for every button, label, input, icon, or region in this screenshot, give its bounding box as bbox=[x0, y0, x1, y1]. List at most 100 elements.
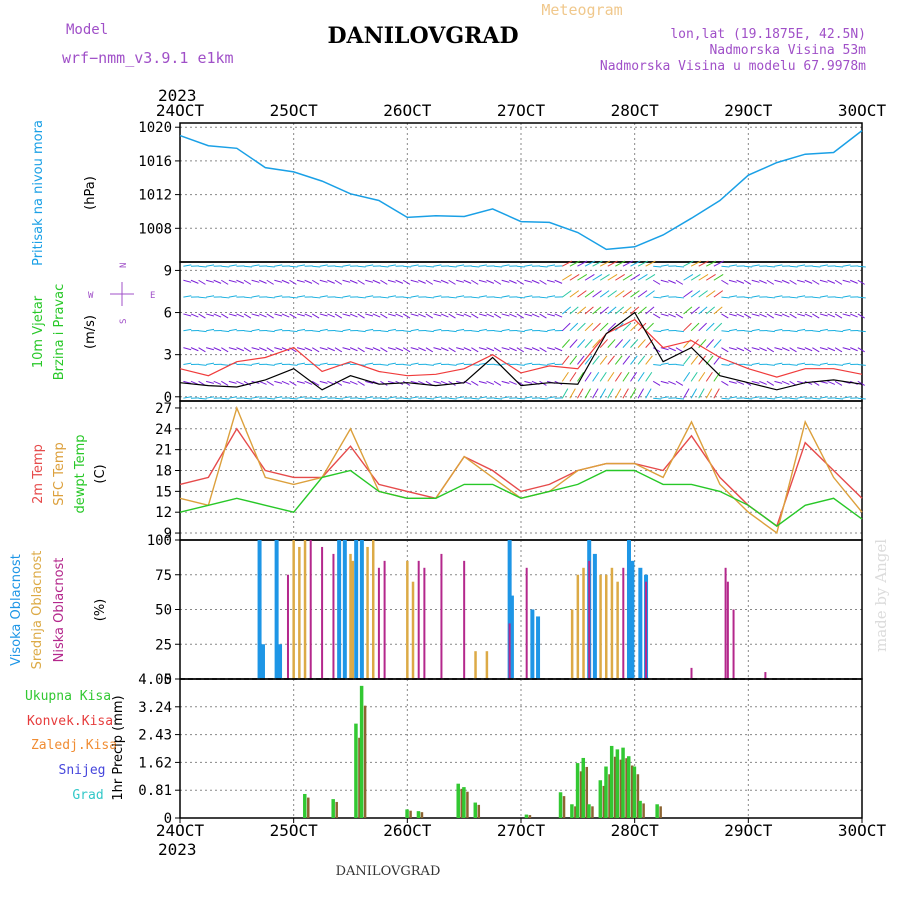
wind-barb bbox=[456, 396, 465, 399]
cloud-low-bar bbox=[463, 560, 466, 679]
cloud-ytick-label: 25 bbox=[155, 637, 172, 653]
wind-barb bbox=[365, 328, 374, 332]
wind-barb bbox=[653, 397, 662, 400]
cloud-mid-bar bbox=[576, 574, 580, 679]
cloud-mid-bar bbox=[605, 574, 608, 679]
wind-barb bbox=[524, 347, 533, 351]
wind-barb bbox=[819, 396, 828, 399]
wind-barb bbox=[493, 380, 502, 386]
wind-barb bbox=[311, 279, 320, 285]
wind-barb bbox=[251, 396, 260, 399]
wind-barb bbox=[592, 260, 603, 267]
wind-barb bbox=[728, 347, 737, 351]
wind-barb bbox=[433, 380, 442, 384]
precip-ytick-label: 3.24 bbox=[138, 700, 172, 716]
temp-ytick-label: 15 bbox=[155, 484, 172, 500]
cloud-high-bar bbox=[507, 540, 512, 679]
year-top: 2023 bbox=[158, 86, 197, 105]
cloud-low-bar bbox=[377, 567, 380, 679]
wind-barb bbox=[334, 279, 343, 285]
wind-barb bbox=[584, 290, 595, 298]
precip-bar bbox=[575, 763, 580, 818]
wind-barb bbox=[319, 313, 328, 317]
wind-barb bbox=[645, 290, 655, 298]
wind-barb bbox=[660, 295, 669, 298]
wind-barb bbox=[637, 355, 646, 365]
precip-ytick-label: 0 bbox=[164, 811, 172, 827]
wind-barb bbox=[728, 396, 737, 399]
watermark: made by Angel bbox=[872, 539, 890, 652]
wind-barb bbox=[296, 264, 306, 267]
cloud-high-bar bbox=[278, 644, 283, 679]
wind-barb bbox=[403, 296, 412, 299]
wind-barb bbox=[698, 322, 707, 332]
wind-barb bbox=[645, 322, 654, 332]
wind-barb bbox=[266, 397, 275, 400]
precip-bar bbox=[558, 792, 563, 818]
wind-barb bbox=[236, 313, 245, 318]
wind-barb bbox=[569, 339, 578, 348]
wind-barb bbox=[440, 313, 449, 318]
wind-barb bbox=[516, 330, 525, 333]
wind-barb bbox=[584, 322, 594, 332]
precip-konvek-bar bbox=[585, 766, 589, 818]
wind-barb bbox=[698, 388, 705, 399]
temp-unit: (C) bbox=[93, 464, 108, 483]
wind-barb bbox=[403, 330, 412, 333]
wind-barb bbox=[531, 313, 540, 318]
wind-barb bbox=[281, 279, 290, 284]
wind-barb bbox=[403, 265, 412, 268]
precip-ytick-label: 2.43 bbox=[138, 728, 172, 744]
wind-barb bbox=[221, 330, 230, 333]
wind-barb bbox=[433, 347, 442, 351]
precip-konvek-bar bbox=[636, 774, 640, 818]
precip-konvek-bar bbox=[591, 806, 594, 818]
wind-barb bbox=[357, 397, 366, 400]
cloud-high-bar bbox=[530, 609, 535, 679]
wind-barb bbox=[569, 355, 578, 365]
wind-barb bbox=[357, 313, 365, 319]
wind-barb bbox=[342, 313, 351, 317]
wind-barb bbox=[547, 328, 556, 332]
wind-barb bbox=[198, 313, 206, 319]
wind-barb bbox=[289, 296, 298, 299]
wind-barb bbox=[705, 290, 716, 298]
wind-barb bbox=[486, 313, 495, 318]
wind-barb bbox=[774, 264, 783, 267]
wind-barb bbox=[705, 388, 713, 399]
wind-barb bbox=[274, 313, 283, 317]
wind-barb bbox=[812, 397, 821, 400]
wind-barb bbox=[774, 347, 783, 351]
wind-barb bbox=[804, 313, 813, 318]
wind-barb bbox=[395, 347, 404, 352]
precip-bar bbox=[638, 800, 642, 818]
wind-barb bbox=[206, 313, 215, 317]
wind-barb bbox=[743, 347, 752, 353]
wind-barb bbox=[743, 279, 752, 285]
wind-barb bbox=[698, 273, 709, 281]
wind-barb bbox=[266, 347, 274, 353]
wind-barb bbox=[471, 279, 479, 285]
wind-barb bbox=[614, 371, 622, 382]
wind-barb bbox=[766, 380, 775, 386]
temp-ylabel-sub: SFC Temp bbox=[52, 442, 67, 506]
wind-barb bbox=[827, 380, 836, 385]
wind-barb bbox=[478, 264, 487, 267]
wind-ylabel: 10m Vjetar bbox=[31, 295, 46, 368]
top-date-label: 24OCT bbox=[156, 101, 205, 120]
wind-barb bbox=[781, 313, 790, 318]
wind-barb bbox=[463, 279, 472, 284]
wind-barb bbox=[660, 279, 669, 283]
precip-konvek-bar bbox=[613, 756, 617, 818]
top-date-label: 28OCT bbox=[611, 101, 660, 120]
wind-barb bbox=[501, 295, 510, 298]
cloud-high-bar bbox=[626, 540, 631, 679]
precip-konvek-bar bbox=[460, 788, 463, 818]
wind-barb bbox=[493, 347, 502, 353]
wind-barb bbox=[584, 306, 594, 315]
wind-barb bbox=[668, 313, 676, 318]
cloud-mid-bar bbox=[599, 574, 602, 679]
bottom-date-label: 28OCT bbox=[611, 821, 660, 840]
